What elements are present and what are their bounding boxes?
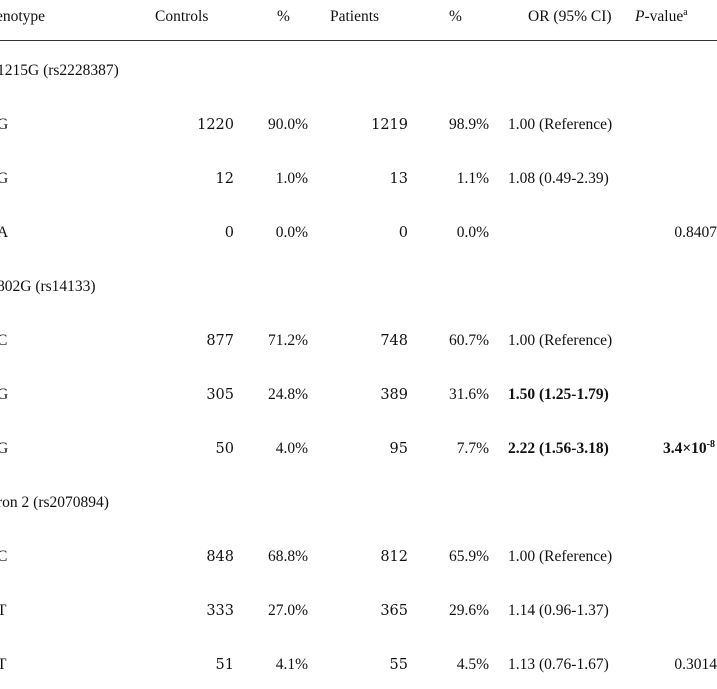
odds-ratio-cell: 1.00 (Reference) xyxy=(508,548,613,565)
patients-percent-cell: 65.9% xyxy=(448,548,489,565)
controls-count-cell: 12 xyxy=(215,171,234,187)
patients-percent-cell: 29.6% xyxy=(448,602,489,619)
odds-ratio-cell: 1.13 (0.76-1.67) xyxy=(508,656,609,673)
patients-percent-cell: 60.7% xyxy=(448,332,489,349)
patients-count-cell: 13 xyxy=(389,171,408,187)
genotype-cell: G xyxy=(0,116,9,133)
controls-count-cell: 50 xyxy=(215,441,234,457)
patients-count-cell: 1219 xyxy=(371,117,408,133)
header-patients: Patients xyxy=(330,8,380,25)
controls-count-cell: 0 xyxy=(224,225,234,241)
header-patients-percent: % xyxy=(449,8,462,25)
p-value-cell: 0.3014 xyxy=(674,656,717,673)
patients-percent-cell: 4.5% xyxy=(456,656,489,673)
odds-ratio-cell: 2.22 (1.56-3.18) xyxy=(508,440,609,457)
patients-count-cell: 389 xyxy=(380,387,408,403)
patients-count-cell: 812 xyxy=(380,549,408,565)
controls-percent-cell: 68.8% xyxy=(267,548,308,565)
controls-count-cell: 877 xyxy=(206,333,234,349)
genotype-cell: C xyxy=(0,332,8,349)
patients-count-cell: 95 xyxy=(389,441,408,457)
controls-count-cell: 1220 xyxy=(197,117,234,133)
controls-count-cell: 305 xyxy=(206,387,234,403)
genotype-cell: G xyxy=(0,440,9,457)
controls-count-cell: 333 xyxy=(206,603,234,619)
header-p-superscript: a xyxy=(683,6,688,18)
controls-count-cell: 51 xyxy=(215,657,234,673)
patients-count-cell: 0 xyxy=(398,225,408,241)
controls-percent-cell: 90.0% xyxy=(267,116,308,133)
controls-percent-cell: 1.0% xyxy=(275,170,308,187)
header-genotype: enotype xyxy=(0,8,46,25)
genotype-cell: G xyxy=(0,386,9,403)
odds-ratio-cell: 1.14 (0.96-1.37) xyxy=(508,602,609,619)
patients-percent-cell: 98.9% xyxy=(448,116,489,133)
controls-percent-cell: 4.1% xyxy=(275,656,308,673)
controls-percent-cell: 24.8% xyxy=(267,386,308,403)
p-value-exponent: -8 xyxy=(706,438,715,450)
p-value-cell: 0.8407 xyxy=(674,224,717,241)
patients-count-cell: 365 xyxy=(380,603,408,619)
header-controls: Controls xyxy=(155,8,209,25)
p-value-mantissa: 3.4×10 xyxy=(662,440,707,457)
header-controls-percent: % xyxy=(277,8,290,25)
section-title: 802G (rs14133) xyxy=(0,278,96,295)
header-p-letter: P xyxy=(635,8,645,25)
odds-ratio-cell: 1.00 (Reference) xyxy=(508,116,613,133)
p-value-cell: 3.4×10-8 xyxy=(662,438,715,458)
header-odds-ratio: OR (95% CI) xyxy=(528,8,612,25)
section-title: 1215G (rs2228387) xyxy=(0,62,119,79)
controls-percent-cell: 4.0% xyxy=(275,440,308,457)
header-p-value: P-valuea xyxy=(635,6,688,26)
genotype-cell: T xyxy=(0,602,7,619)
patients-percent-cell: 7.7% xyxy=(456,440,489,457)
table-header: enotype Controls % Patients % OR (95% CI… xyxy=(0,0,717,41)
header-p-suffix: -value xyxy=(644,8,684,25)
controls-percent-cell: 71.2% xyxy=(267,332,308,349)
patients-percent-cell: 0.0% xyxy=(456,224,489,241)
controls-count-cell: 848 xyxy=(206,549,234,565)
genotype-cell: G xyxy=(0,170,9,187)
patients-percent-cell: 1.1% xyxy=(456,170,489,187)
patients-count-cell: 748 xyxy=(380,333,408,349)
genotype-cell: A xyxy=(0,224,9,241)
genotype-cell: C xyxy=(0,548,8,565)
odds-ratio-cell: 1.50 (1.25-1.79) xyxy=(508,386,609,403)
patients-count-cell: 55 xyxy=(389,657,408,673)
odds-ratio-cell: 1.00 (Reference) xyxy=(508,332,613,349)
odds-ratio-cell: 1.08 (0.49-2.39) xyxy=(508,170,609,187)
section-title: ron 2 (rs2070894) xyxy=(0,494,109,511)
genotype-cell: T xyxy=(0,656,7,673)
controls-percent-cell: 27.0% xyxy=(267,602,308,619)
controls-percent-cell: 0.0% xyxy=(275,224,308,241)
patients-percent-cell: 31.6% xyxy=(448,386,489,403)
